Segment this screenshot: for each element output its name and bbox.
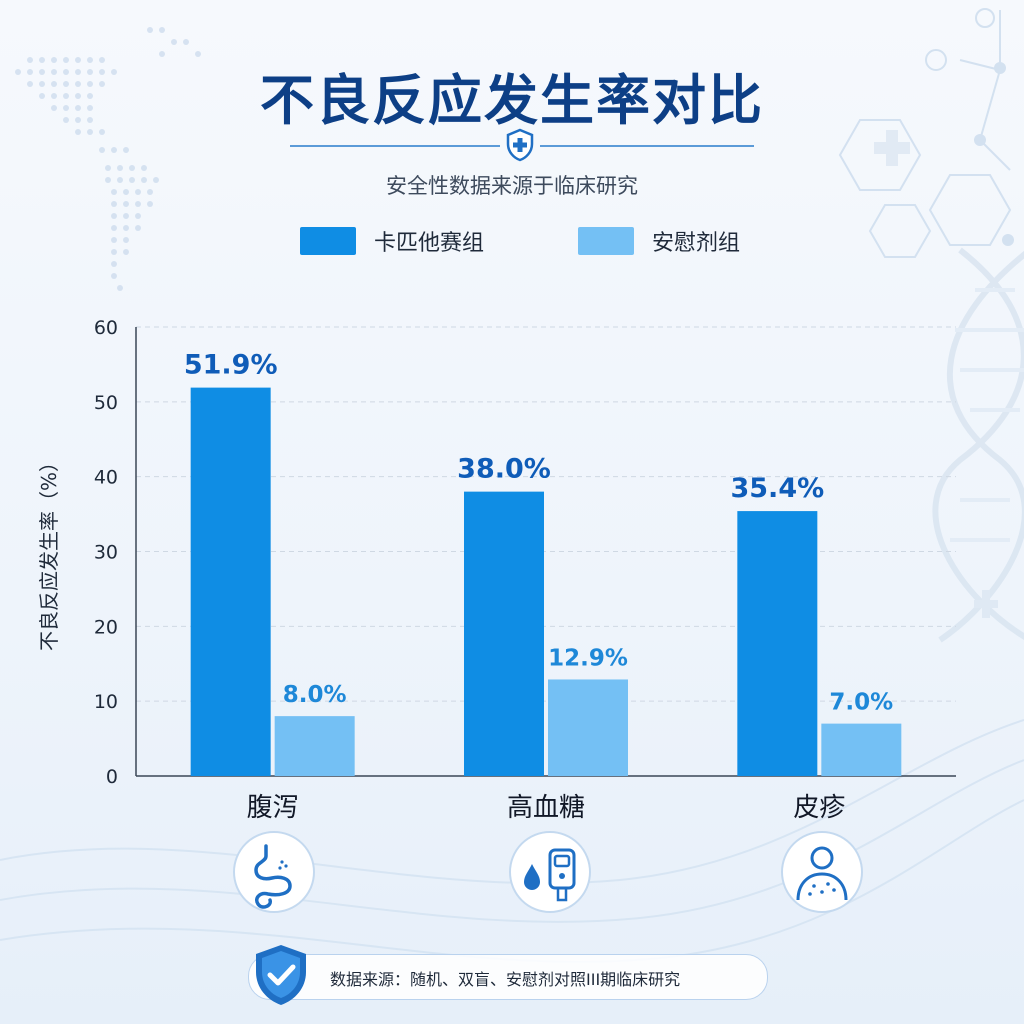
y-tick-label: 30 — [94, 542, 118, 564]
blood-glucose-meter-icon — [509, 831, 591, 913]
data-label: 38.0% — [457, 454, 551, 485]
data-source-pill — [248, 954, 768, 1000]
title-divider-right — [540, 145, 754, 147]
bar-placebo — [821, 723, 902, 776]
data-label: 35.4% — [730, 473, 824, 504]
bar-placebo — [548, 679, 628, 776]
bar-drug — [464, 491, 544, 776]
skin-rash-icon — [781, 831, 863, 913]
data-label: 7.0% — [829, 690, 893, 716]
y-tick-label: 10 — [94, 691, 118, 713]
data-label: 8.0% — [283, 682, 347, 708]
y-axis-title: 不良反应发生率（%） — [37, 452, 61, 651]
y-tick-label: 40 — [94, 467, 118, 489]
shield-check-icon — [256, 945, 306, 1005]
chart-subtitle: 安全性数据来源于临床研究 — [386, 174, 638, 198]
data-label: 12.9% — [548, 645, 628, 671]
legend: 卡匹他赛组 安慰剂组 — [0, 225, 1024, 257]
y-tick-label: 60 — [94, 317, 118, 339]
legend-label-placebo: 安慰剂组 — [652, 231, 741, 256]
intestine-icon — [233, 831, 315, 913]
bar-drug — [737, 511, 818, 776]
data-label: 51.9% — [184, 350, 278, 381]
y-tick-label: 50 — [94, 392, 118, 414]
x-tick-label: 皮疹 — [793, 793, 845, 823]
data-source-text: 数据来源：随机、双盲、安慰剂对照III期临床研究 — [330, 970, 681, 989]
legend-swatch-drug — [300, 227, 356, 255]
y-tick-label: 20 — [94, 616, 118, 638]
legend-label-drug: 卡匹他赛组 — [374, 231, 485, 256]
legend-swatch-placebo — [578, 227, 634, 255]
x-tick-label: 腹泻 — [247, 793, 299, 823]
bar-placebo — [274, 716, 355, 776]
chart-title: 不良反应发生率对比 — [260, 69, 764, 132]
x-tick-label: 高血糖 — [507, 793, 585, 823]
legend-item-placebo: 安慰剂组 — [578, 225, 740, 257]
title-divider-left — [290, 145, 500, 147]
bar-drug — [190, 387, 271, 776]
y-tick-label: 0 — [106, 766, 118, 788]
shield-plus-icon — [506, 128, 534, 162]
legend-item-drug: 卡匹他赛组 — [300, 225, 484, 257]
